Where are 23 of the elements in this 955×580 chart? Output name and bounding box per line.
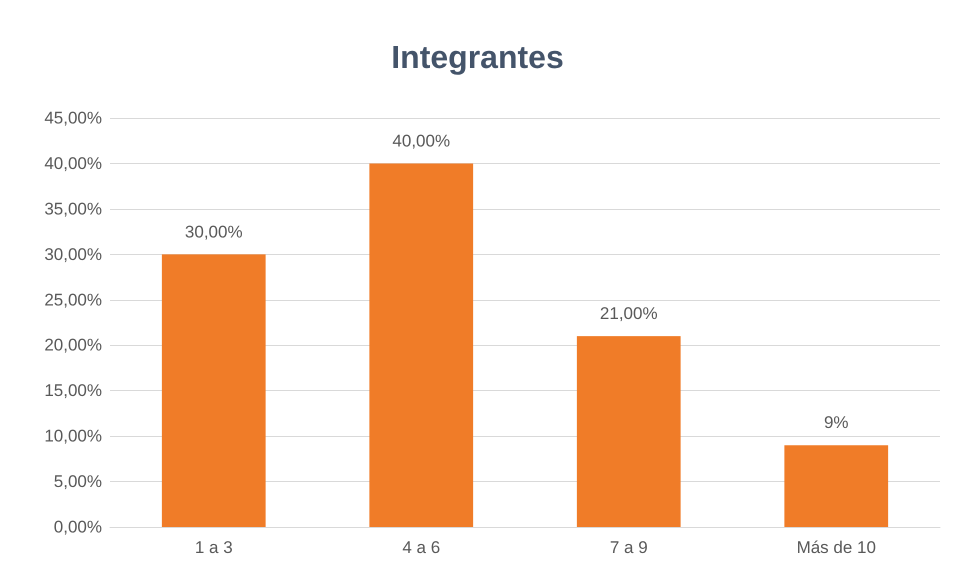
y-tick-label: 40,00% bbox=[44, 154, 102, 173]
y-tick-label: 10,00% bbox=[44, 426, 102, 446]
y-tick-label: 25,00% bbox=[44, 290, 102, 310]
data-label: 9% bbox=[824, 413, 849, 432]
y-tick-label: 30,00% bbox=[44, 244, 102, 264]
x-tick-label: Más de 10 bbox=[796, 538, 876, 557]
bar bbox=[369, 163, 474, 527]
x-tick-label: 1 a 3 bbox=[194, 538, 233, 557]
chart-title: Integrantes bbox=[391, 39, 564, 75]
bar bbox=[162, 254, 266, 527]
y-tick-label: 0,00% bbox=[54, 518, 102, 536]
y-tick-label: 20,00% bbox=[44, 336, 102, 355]
bar bbox=[784, 445, 888, 527]
data-label: 21,00% bbox=[600, 304, 658, 324]
x-tick-label: 4 a 6 bbox=[402, 538, 440, 557]
bar bbox=[576, 336, 681, 527]
y-tick-label: 45,00% bbox=[44, 108, 102, 128]
y-tick-label: 35,00% bbox=[44, 199, 102, 218]
data-label: 40,00% bbox=[392, 131, 450, 150]
y-tick-label: 15,00% bbox=[44, 381, 102, 400]
x-tick-label: 7 a 9 bbox=[610, 538, 648, 557]
data-label: 30,00% bbox=[184, 222, 243, 242]
y-tick-label: 5,00% bbox=[54, 472, 102, 492]
